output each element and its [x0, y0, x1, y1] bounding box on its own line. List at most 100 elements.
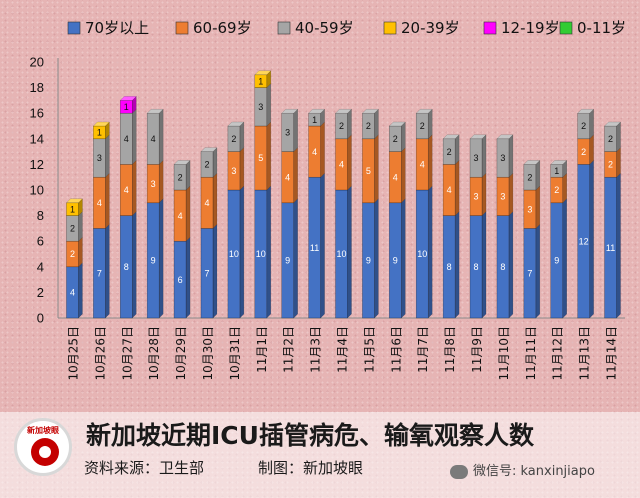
data-label: 9	[285, 256, 290, 266]
wechat-icon	[450, 464, 468, 479]
data-label: 12	[579, 236, 589, 246]
data-label: 2	[231, 134, 236, 144]
bar-top-face	[604, 121, 622, 127]
bar-segment-side	[589, 134, 594, 165]
y-tick-label: 0	[37, 311, 44, 326]
bar-segment-side	[239, 121, 245, 153]
footer-credit: 制图：新加坡眼	[258, 459, 364, 477]
bar-top-face	[361, 108, 379, 114]
bar-segment-side	[481, 134, 487, 178]
footer-title: 新加坡近期ICU插管病危、输氧观察人数	[86, 421, 534, 450]
data-label: 4	[285, 172, 290, 182]
data-label: 2	[393, 134, 398, 144]
bar-top-face	[442, 134, 460, 140]
bar-segment-side	[454, 211, 460, 319]
bar-segment-side	[266, 185, 271, 319]
bar-top-face	[415, 108, 433, 114]
y-tick-label: 12	[30, 157, 44, 172]
wechat-text: 微信号: kanxinjiapo	[473, 464, 595, 479]
bar-top-face	[388, 121, 406, 127]
bar-segment-side	[185, 236, 191, 319]
data-label: 1	[312, 115, 317, 125]
bar-segment-side	[185, 159, 191, 191]
bar-segment-side	[132, 159, 137, 217]
x-tick-label: 11月6日	[389, 326, 403, 373]
y-tick-label: 2	[37, 285, 44, 300]
y-tick-label: 16	[30, 106, 44, 121]
bar-segment-side	[158, 159, 164, 204]
data-label: 1	[124, 102, 129, 112]
data-label: 10	[417, 249, 427, 259]
bar-segment-side	[454, 159, 460, 217]
data-label: 4	[70, 288, 75, 298]
data-label: 7	[97, 268, 102, 278]
y-tick-label: 8	[37, 208, 44, 223]
legend-label: 60-69岁	[193, 19, 252, 37]
x-tick-label: 10月29日	[174, 326, 188, 381]
x-tick-label: 11月4日	[336, 326, 350, 373]
data-label: 4	[339, 160, 344, 170]
x-tick-label: 10月27日	[120, 326, 134, 381]
data-label: 1	[258, 76, 263, 86]
bar-segment-side	[481, 211, 487, 319]
data-label: 1	[70, 204, 75, 214]
data-label: 2	[608, 134, 613, 144]
data-label: 4	[124, 185, 129, 195]
data-label: 7	[527, 268, 532, 278]
bar-segment-side	[401, 121, 406, 153]
data-label: 3	[97, 153, 102, 163]
x-tick-label: 11月10日	[497, 326, 511, 381]
data-label: 2	[70, 224, 75, 234]
x-tick-label: 11月1日	[255, 326, 269, 373]
x-tick-label: 10月31日	[228, 326, 242, 381]
data-label: 4	[178, 211, 183, 221]
data-label: 2	[581, 147, 586, 157]
data-label: 2	[420, 121, 425, 131]
bar-segment-side	[212, 223, 218, 319]
bar-top-face	[173, 160, 191, 165]
bar-top-face	[308, 108, 326, 114]
bar-segment-side	[347, 134, 352, 191]
x-tick-label: 10月30日	[201, 326, 215, 381]
data-label: 3	[474, 192, 479, 202]
data-label: 4	[204, 198, 209, 208]
bar-segment-side	[589, 159, 594, 319]
x-tick-label: 11月12日	[551, 326, 565, 381]
legend-swatch	[383, 21, 397, 35]
y-tick-label: 20	[30, 55, 44, 70]
bar-top-face	[92, 121, 110, 127]
bar-segment-side	[347, 185, 352, 319]
x-tick-label: 11月5日	[362, 326, 376, 373]
bar-segment-side	[401, 198, 406, 319]
bar-segment-side	[78, 236, 83, 268]
data-label: 2	[447, 147, 452, 157]
data-label: 3	[500, 192, 505, 202]
bar-segment-side	[374, 134, 379, 204]
bar-segment-side	[428, 108, 433, 140]
bar-segment-side	[508, 211, 514, 319]
bar-segment-side	[212, 172, 218, 229]
data-label: 8	[124, 262, 129, 272]
data-label: 2	[608, 160, 613, 170]
legend-swatch	[559, 21, 573, 35]
chart: 70岁以上 60-69岁 40-59岁 20-39岁 12-19岁 0-11岁 0 2 4 6 8 1…	[30, 19, 627, 381]
data-label: 2	[581, 121, 586, 131]
x-tick-label: 11月9日	[470, 326, 484, 373]
data-label: 3	[474, 153, 479, 163]
bar-segment-side	[401, 147, 406, 204]
bar-segment-side	[293, 198, 298, 319]
x-tick-label: 11月3日	[309, 326, 323, 373]
y-tick-label: 14	[30, 131, 44, 146]
data-label: 2	[339, 121, 344, 131]
bar-segment-side	[212, 147, 218, 178]
logo: 新加坡眼	[14, 418, 72, 476]
bar-segment-side	[535, 223, 541, 319]
logo-mark-icon	[31, 438, 59, 466]
bar-top-face	[254, 70, 272, 76]
data-label: 4	[312, 147, 317, 157]
bar-segment-side	[428, 134, 433, 191]
bar-segment-side	[535, 159, 541, 191]
bar-segment-side	[78, 262, 83, 319]
data-label: 4	[97, 198, 102, 208]
x-tick-label: 11月14日	[605, 326, 619, 381]
